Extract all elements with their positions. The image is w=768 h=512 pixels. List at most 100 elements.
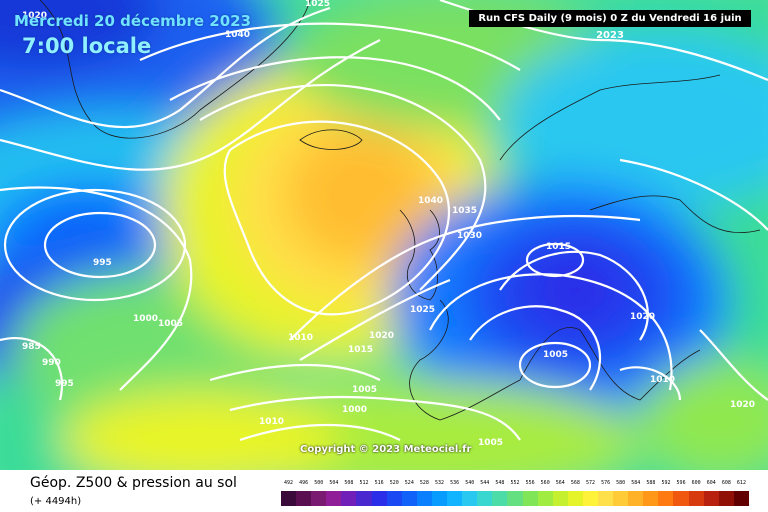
legend-label: 592 bbox=[661, 480, 671, 486]
legend-swatch bbox=[582, 491, 598, 506]
forecast-date: Mercredi 20 décembre 2023 bbox=[14, 12, 252, 30]
legend-label: 608 bbox=[721, 480, 731, 486]
legend-label: 572 bbox=[585, 480, 595, 486]
legend-swatch bbox=[643, 491, 659, 506]
legend-swatch bbox=[341, 491, 357, 506]
legend-label: 496 bbox=[299, 480, 309, 486]
legend-label: 504 bbox=[329, 480, 339, 486]
legend-label: 604 bbox=[706, 480, 716, 486]
legend-swatch bbox=[326, 491, 342, 506]
isobar-label: 995 bbox=[93, 258, 112, 268]
legend-swatch bbox=[597, 491, 614, 506]
legend-label: 612 bbox=[736, 480, 746, 486]
legend-label: 580 bbox=[616, 480, 626, 486]
legend-swatch bbox=[356, 491, 372, 506]
isobar-label: 1030 bbox=[457, 231, 482, 241]
legend-color-bar bbox=[281, 491, 749, 506]
isobar-label: 1010 bbox=[259, 417, 284, 427]
isobar-label: 1005 bbox=[352, 385, 377, 395]
legend-swatch bbox=[718, 491, 734, 506]
legend-swatch bbox=[733, 491, 749, 506]
copyright-notice: Copyright © 2023 Meteociel.fr bbox=[300, 444, 472, 455]
legend-swatch bbox=[552, 491, 568, 506]
isobar-label: 1010 bbox=[650, 375, 675, 385]
legend-swatch bbox=[613, 491, 629, 506]
legend-label: 508 bbox=[344, 480, 354, 486]
legend-scale-labels: 492 496 500 504 508 512 516 520 524 528 532 536 540 5… bbox=[281, 480, 749, 489]
legend-swatch bbox=[401, 491, 417, 506]
lead-time: (+ 4494h) bbox=[30, 496, 82, 507]
legend-swatch bbox=[492, 491, 508, 506]
forecast-time: 7:00 locale bbox=[22, 34, 152, 58]
isobar-label: 1015 bbox=[546, 242, 571, 252]
legend-label: 516 bbox=[374, 480, 384, 486]
legend-label: 532 bbox=[435, 480, 445, 486]
legend-label: 528 bbox=[419, 480, 429, 486]
legend-swatch bbox=[447, 491, 463, 506]
legend-swatch bbox=[416, 491, 432, 506]
isobar-label: 1025 bbox=[305, 0, 330, 9]
legend-label: 500 bbox=[314, 480, 324, 486]
legend-label: 536 bbox=[450, 480, 460, 486]
legend-swatch bbox=[371, 491, 387, 506]
legend-label: 492 bbox=[284, 480, 294, 486]
isobar-labels: 1025 1020 1040 995 985 990 995 1000 1005… bbox=[22, 0, 755, 448]
legend-label: 520 bbox=[389, 480, 399, 486]
legend-label: 576 bbox=[601, 480, 611, 486]
legend-swatch bbox=[567, 491, 583, 506]
legend-swatch bbox=[703, 491, 719, 506]
isobar-label: 1005 bbox=[478, 438, 503, 448]
run-info-banner: Run CFS Daily (9 mois) 0 Z du Vendredi 1… bbox=[469, 10, 751, 41]
geopotential-field bbox=[0, 0, 768, 470]
legend-label: 548 bbox=[495, 480, 505, 486]
legend-label: 544 bbox=[480, 480, 490, 486]
isobar-label: 1000 bbox=[342, 405, 367, 415]
isobar-label: 1015 bbox=[348, 345, 373, 355]
isobar-label: 985 bbox=[22, 342, 41, 352]
geopotential-map: 1025 1020 1040 995 985 990 995 1000 1005… bbox=[0, 0, 768, 470]
legend-swatch bbox=[386, 491, 402, 506]
legend-swatch bbox=[537, 491, 553, 506]
legend-swatch bbox=[522, 491, 538, 506]
legend-swatch bbox=[296, 491, 312, 506]
isobar-label: 1005 bbox=[543, 350, 568, 360]
legend-swatch bbox=[507, 491, 523, 506]
isobar-label: 995 bbox=[55, 379, 74, 389]
legend-label: 600 bbox=[691, 480, 701, 486]
isobar-label: 1020 bbox=[730, 400, 755, 410]
legend-label: 524 bbox=[404, 480, 414, 486]
isobar-label: 1035 bbox=[452, 206, 477, 216]
legend-swatch bbox=[281, 491, 297, 506]
isobar-label: 1040 bbox=[225, 30, 250, 40]
map-footer: Géop. Z500 & pression au sol (+ 4494h) 4… bbox=[0, 470, 768, 512]
isobars bbox=[0, 0, 768, 440]
legend-label: 588 bbox=[646, 480, 656, 486]
legend-swatch bbox=[688, 491, 704, 506]
isobar-label: 1010 bbox=[288, 333, 313, 343]
isobar-label: 1000 bbox=[133, 314, 158, 324]
legend-label: 556 bbox=[525, 480, 535, 486]
product-title: Géop. Z500 & pression au sol bbox=[30, 475, 237, 491]
legend-label: 568 bbox=[570, 480, 580, 486]
legend-swatch bbox=[673, 491, 689, 506]
legend-label: 564 bbox=[555, 480, 565, 486]
legend-swatch bbox=[658, 491, 674, 506]
legend-label: 560 bbox=[540, 480, 550, 486]
legend-swatch bbox=[311, 491, 327, 506]
isobar-label: 1020 bbox=[22, 11, 47, 21]
legend-swatch bbox=[628, 491, 644, 506]
isobar-label: 1025 bbox=[410, 305, 435, 315]
legend-swatch bbox=[477, 491, 493, 506]
isobar-label: 1040 bbox=[418, 196, 443, 206]
legend-label: 584 bbox=[631, 480, 641, 486]
isobar-label: 990 bbox=[42, 358, 61, 368]
legend-swatch bbox=[431, 491, 448, 506]
legend-label: 540 bbox=[465, 480, 475, 486]
legend-swatch bbox=[462, 491, 478, 506]
isobar-label: 1005 bbox=[158, 319, 183, 329]
legend-label: 512 bbox=[359, 480, 369, 486]
legend-label: 552 bbox=[510, 480, 520, 486]
legend-label: 596 bbox=[676, 480, 686, 486]
coastlines bbox=[39, 0, 761, 421]
